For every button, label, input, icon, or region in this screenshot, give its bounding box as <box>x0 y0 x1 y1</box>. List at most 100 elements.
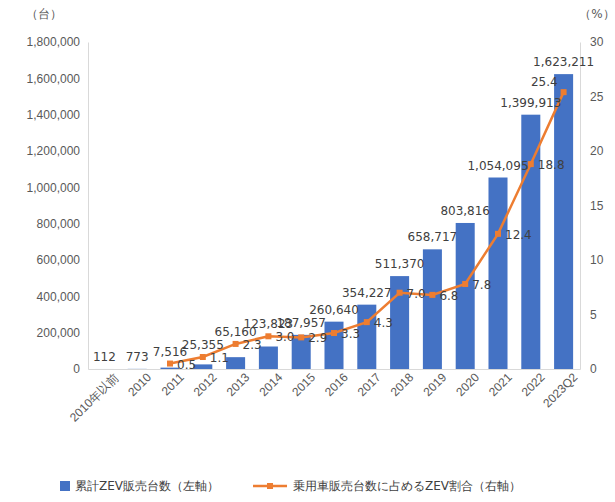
x-tick: 2013 <box>224 369 253 399</box>
bar <box>128 368 147 369</box>
x-tick-label: 2021 <box>486 370 515 399</box>
x-tick-label: 2015 <box>289 370 318 399</box>
line <box>170 92 564 363</box>
x-tick: 2012 <box>191 369 220 399</box>
y2-tick: 25 <box>580 90 604 104</box>
y2-tick: 0 <box>580 362 597 376</box>
line-marker <box>561 89 567 95</box>
line-label: 18.8 <box>538 158 565 172</box>
line-marker <box>397 290 403 296</box>
y-axis-line <box>88 43 89 370</box>
legend: 累計ZEV販売台数（左軸） 乗用車販売台数に占めるZEV割合（右軸） <box>60 479 521 493</box>
y2-tick: 20 <box>580 144 604 158</box>
line-label: 3.0 <box>275 330 294 344</box>
bar-label: 187,957 <box>276 316 326 330</box>
y-tick-label: 1,000,000 <box>27 181 81 195</box>
bar <box>95 368 114 369</box>
y-tick: 1,400,000 <box>27 108 88 122</box>
y-tick: 600,000 <box>37 253 88 267</box>
bar <box>357 305 376 369</box>
y2-tick-label: 20 <box>590 144 604 158</box>
y2-tick: 5 <box>580 308 597 322</box>
x-tick-label: 2023Q2 <box>540 370 580 410</box>
x-tick-label: 2012 <box>191 370 220 399</box>
bar-label: 1,623,211 <box>533 55 594 69</box>
line-marker <box>364 319 370 325</box>
line-label: 3.3 <box>341 327 360 341</box>
y-tick-label: 1,400,000 <box>27 108 81 122</box>
x-tick: 2023Q2 <box>540 369 580 410</box>
x-tick: 2017 <box>355 369 384 399</box>
bar <box>193 364 212 369</box>
y-tick-label: 1,200,000 <box>27 144 81 158</box>
x-tick: 2022 <box>519 369 548 399</box>
x-tick: 2021 <box>486 369 515 399</box>
line-marker <box>429 292 435 298</box>
y2-tick-label: 15 <box>590 199 604 213</box>
y-axis-unit: （台） <box>26 7 62 21</box>
line-label: 6.8 <box>439 289 458 303</box>
plot-area <box>95 74 573 369</box>
y2-tick-label: 25 <box>590 90 604 104</box>
x-tick-label: 2013 <box>224 370 253 399</box>
bar <box>423 249 442 369</box>
legend-swatch <box>60 481 70 491</box>
line-marker <box>200 354 206 360</box>
x-tick-label: 2010 <box>125 370 154 399</box>
x-tick-label: 2019 <box>420 370 449 399</box>
legend-marker <box>267 483 273 489</box>
y2-tick-label: 5 <box>590 308 597 322</box>
bar-label: 1,054,095 <box>467 159 528 173</box>
line-label: 12.4 <box>505 228 532 242</box>
x-tick: 2016 <box>322 369 351 399</box>
bar-label: 25,355 <box>182 338 224 352</box>
legend-label: 乗用車販売台数に占めるZEV割合（右軸） <box>293 479 521 493</box>
y2-tick: 30 <box>580 35 604 49</box>
y-tick-label: 600,000 <box>37 253 81 267</box>
line-label: 0.5 <box>177 358 196 372</box>
y-tick-label: 1,800,000 <box>27 35 81 49</box>
y-tick-label: 800,000 <box>37 217 81 231</box>
y-tick: 800,000 <box>37 217 88 231</box>
x-tick: 2015 <box>289 369 318 399</box>
line-label: 7.8 <box>472 278 491 292</box>
y2-axis: 0 5 10 15 20 25 30 <box>580 35 604 376</box>
bar <box>488 178 507 369</box>
line-marker <box>167 361 173 367</box>
line-marker <box>331 330 337 336</box>
bar-label: 1,399,913 <box>500 96 561 110</box>
x-tick-label: 2014 <box>256 370 285 399</box>
line-marker <box>233 341 239 347</box>
x-tick-label: 2017 <box>355 370 384 399</box>
y-tick: 1,200,000 <box>27 144 88 158</box>
y2-tick: 10 <box>580 253 604 267</box>
data-labels: 1127737,5160.525,3551.165,1602.3123,8233… <box>93 55 594 371</box>
y-tick-label: 400,000 <box>37 290 81 304</box>
line-marker <box>298 334 304 340</box>
y-tick: 400,000 <box>37 290 88 304</box>
x-tick-label: 2018 <box>388 370 417 399</box>
y2-axis-line <box>580 43 581 370</box>
bar <box>456 223 475 369</box>
bar <box>226 357 245 369</box>
legend-item: 累計ZEV販売台数（左軸） <box>60 479 219 493</box>
bar-label: 773 <box>126 350 149 364</box>
line-marker <box>528 161 534 167</box>
line-marker <box>495 231 501 237</box>
x-tick: 2020 <box>453 369 482 399</box>
x-tick-label: 2010年以前 <box>67 370 121 424</box>
x-tick: 2010 <box>125 369 154 399</box>
y2-tick-label: 0 <box>590 362 597 376</box>
legend-item: 乗用車販売台数に占めるZEV割合（右軸） <box>253 479 521 493</box>
y2-tick: 15 <box>580 199 604 213</box>
bar-label: 658,717 <box>408 230 458 244</box>
bar-label: 803,816 <box>440 204 490 218</box>
x-tick-label: 2016 <box>322 370 351 399</box>
y2-axis-unit: （%） <box>579 7 614 21</box>
x-tick: 2018 <box>388 369 417 399</box>
line-label: 4.3 <box>374 316 393 330</box>
bar-label: 112 <box>93 350 116 364</box>
line-label: 25.4 <box>531 75 558 89</box>
y-tick: 1,000,000 <box>27 181 88 195</box>
line-label: 2.9 <box>308 331 327 345</box>
